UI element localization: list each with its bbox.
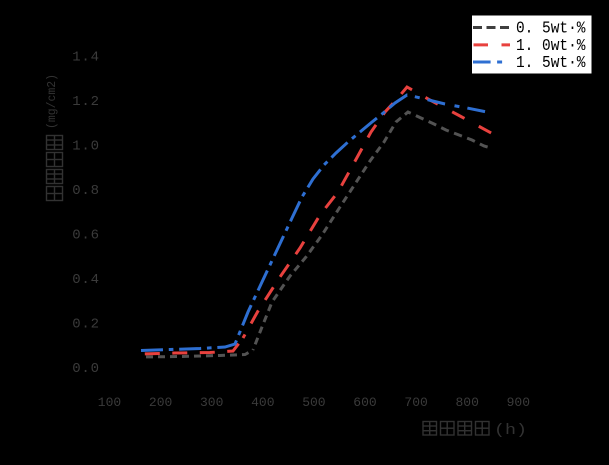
svg-text:1.0: 1.0 <box>72 138 100 154</box>
svg-text:600: 600 <box>353 395 376 410</box>
svg-text:400: 400 <box>251 395 274 410</box>
svg-text:1.4: 1.4 <box>72 49 100 65</box>
svg-text:0.6: 0.6 <box>72 227 100 243</box>
svg-text:(h): (h) <box>494 422 527 439</box>
svg-text:(mg/cm2): (mg/cm2) <box>45 74 59 129</box>
svg-text:300: 300 <box>200 395 223 410</box>
svg-text:900: 900 <box>507 395 530 410</box>
svg-text:1. 0wt·%: 1. 0wt·% <box>516 37 586 56</box>
svg-text:700: 700 <box>404 395 427 410</box>
svg-text:200: 200 <box>149 395 172 410</box>
svg-text:0.8: 0.8 <box>72 183 100 199</box>
svg-text:1. 5wt·%: 1. 5wt·% <box>516 54 586 73</box>
svg-text:1.2: 1.2 <box>72 94 100 110</box>
svg-text:500: 500 <box>302 395 325 410</box>
svg-text:0.2: 0.2 <box>72 316 100 332</box>
svg-text:800: 800 <box>455 395 478 410</box>
svg-text:0.0: 0.0 <box>72 361 100 377</box>
svg-text:0.4: 0.4 <box>72 272 100 288</box>
svg-text:0. 5wt·%: 0. 5wt·% <box>516 20 586 39</box>
svg-text:100: 100 <box>98 395 121 410</box>
